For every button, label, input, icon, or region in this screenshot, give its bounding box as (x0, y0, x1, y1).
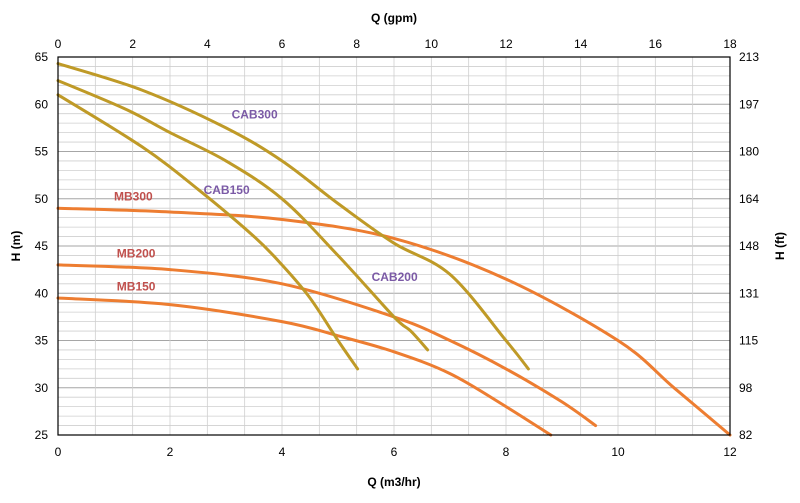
y-tick-label: 25 (35, 428, 49, 442)
series-line-mb150 (56, 296, 553, 437)
x2-tick-label: 4 (204, 37, 211, 51)
x2-tick-label: 6 (279, 37, 286, 51)
grid-layer (57, 56, 731, 436)
y-tick-label: 40 (35, 286, 49, 300)
x-tick-label: 10 (611, 445, 625, 459)
x-tick-label: 12 (723, 445, 737, 459)
series-line-cab150 (56, 93, 360, 371)
labels-layer: CAB300 CAB150 CAB200 MB300 MB200 MB150 (114, 107, 418, 293)
y2-axis-title: H (ft) (773, 232, 787, 260)
series-line-cab200 (56, 79, 430, 352)
y-tick-label: 65 (35, 50, 49, 64)
y2-tick-label: 98 (739, 381, 753, 395)
x-tick-label: 4 (279, 445, 286, 459)
x2-tick-label: 2 (129, 37, 136, 51)
series-line-cab300 (56, 62, 530, 371)
ticks-layer: 0 2 4 6 8 10 12 0 2 4 6 8 10 12 14 16 18 25 30 35 40 45 50 55 60… (35, 37, 760, 459)
y2-tick-label: 131 (739, 286, 759, 300)
series-label-cab300: CAB300 (232, 107, 278, 121)
y-axis-title: H (m) (9, 231, 23, 262)
y2-tick-label: 197 (739, 97, 759, 111)
series-label-mb300: MB300 (114, 190, 153, 204)
y-tick-label: 60 (35, 97, 49, 111)
x2-tick-label: 18 (723, 37, 737, 51)
y2-tick-label: 148 (739, 239, 759, 253)
series-line-mb300 (56, 206, 732, 437)
y-tick-label: 45 (35, 239, 49, 253)
x2-tick-label: 8 (353, 37, 360, 51)
y-tick-label: 50 (35, 192, 49, 206)
y-tick-label: 55 (35, 145, 49, 159)
series-label-mb200: MB200 (117, 246, 156, 260)
x-axis-title: Q (m3/hr) (367, 475, 420, 489)
y2-tick-label: 213 (739, 50, 759, 64)
x2-tick-label: 10 (425, 37, 439, 51)
x2-tick-label: 12 (499, 37, 513, 51)
series-label-mb150: MB150 (117, 279, 156, 293)
y-tick-label: 35 (35, 334, 49, 348)
y2-tick-label: 164 (739, 192, 759, 206)
series-layer (56, 62, 732, 437)
y2-tick-label: 82 (739, 428, 753, 442)
x2-tick-label: 0 (55, 37, 62, 51)
y2-tick-label: 115 (739, 334, 758, 348)
plot-frame (57, 56, 731, 436)
x-tick-label: 6 (391, 445, 398, 459)
x-tick-label: 2 (167, 445, 174, 459)
x2-axis-title: Q (gpm) (371, 11, 417, 25)
series-label-cab150: CAB150 (204, 183, 250, 197)
x2-tick-label: 14 (574, 37, 588, 51)
x2-tick-label: 16 (649, 37, 663, 51)
x-tick-label: 8 (503, 445, 510, 459)
y2-tick-label: 180 (739, 145, 759, 159)
x-tick-label: 0 (55, 445, 62, 459)
series-label-cab200: CAB200 (372, 270, 418, 284)
y-tick-label: 30 (35, 381, 49, 395)
